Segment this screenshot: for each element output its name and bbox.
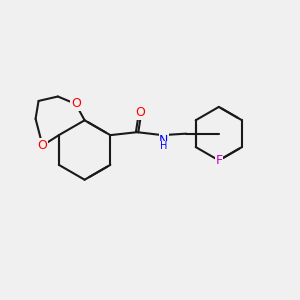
Text: N: N	[159, 134, 169, 147]
Text: O: O	[38, 139, 47, 152]
Text: H: H	[160, 141, 167, 152]
Text: O: O	[135, 106, 145, 119]
Text: O: O	[71, 98, 81, 110]
Text: F: F	[215, 154, 222, 167]
